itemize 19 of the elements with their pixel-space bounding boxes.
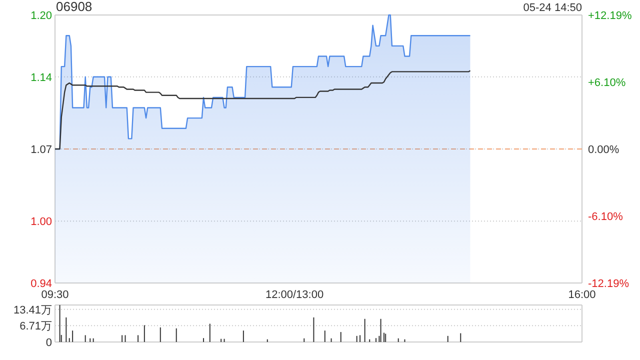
y2-tick-label: +6.10% (588, 76, 626, 89)
text: 05-24 14:50 (523, 2, 582, 14)
y2-tick-label: +12.19% (588, 10, 632, 22)
y-tick-label: 0.94 (30, 278, 52, 290)
y-tick-label: 0 (46, 337, 52, 349)
y-tick-label: 1.14 (30, 72, 52, 84)
chart-title: 06908 (56, 0, 92, 14)
y2-tick-label: -6.10% (588, 211, 624, 224)
x-tick-label: 12:00/13:00 (265, 289, 324, 301)
y-tick-label: 6.71万 (20, 320, 52, 333)
y-tick-label: 13.41万 (13, 304, 52, 316)
line-series (54, 70, 471, 150)
y-tick-label: 1.20 (30, 10, 52, 22)
x-tick-label: 09:30 (41, 289, 69, 301)
x-tick-label: 16:00 (568, 289, 596, 301)
y-tick-label: 1.07 (30, 144, 52, 156)
y2-tick-label: 0.00% (588, 144, 620, 156)
y-tick-label: 1.00 (30, 216, 52, 228)
y2-tick-label: -12.19% (588, 278, 630, 290)
